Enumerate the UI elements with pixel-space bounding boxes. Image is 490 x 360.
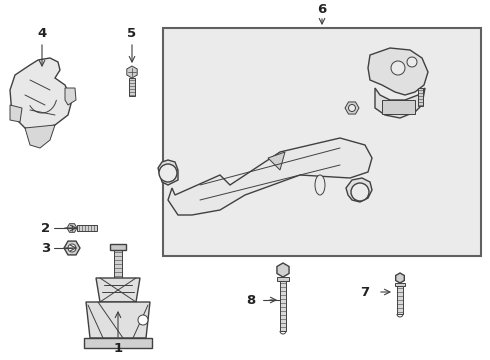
Polygon shape — [65, 88, 76, 105]
Text: 6: 6 — [318, 3, 327, 15]
Polygon shape — [268, 152, 285, 170]
Ellipse shape — [315, 175, 325, 195]
Circle shape — [68, 244, 76, 252]
Bar — [84, 338, 152, 348]
Bar — [280, 281, 286, 331]
Polygon shape — [64, 241, 80, 255]
Text: 5: 5 — [127, 27, 137, 40]
Polygon shape — [96, 278, 140, 302]
Circle shape — [391, 61, 405, 75]
Circle shape — [351, 183, 369, 201]
Circle shape — [159, 164, 177, 182]
Text: 1: 1 — [114, 342, 122, 355]
Text: 3: 3 — [41, 242, 50, 255]
Text: 8: 8 — [246, 293, 256, 306]
Bar — [129, 78, 135, 96]
Polygon shape — [158, 160, 178, 185]
Text: 2: 2 — [42, 221, 50, 234]
Text: 4: 4 — [37, 27, 47, 40]
Polygon shape — [345, 102, 359, 114]
Bar — [114, 250, 122, 278]
Polygon shape — [277, 263, 289, 277]
Polygon shape — [25, 125, 55, 148]
Bar — [163, 28, 481, 256]
Polygon shape — [368, 48, 428, 95]
Polygon shape — [10, 58, 72, 130]
Polygon shape — [382, 100, 415, 114]
Polygon shape — [375, 88, 425, 118]
Bar — [395, 283, 405, 286]
Polygon shape — [346, 178, 372, 202]
Circle shape — [138, 315, 148, 325]
Polygon shape — [395, 273, 404, 283]
Bar — [397, 286, 403, 314]
Bar — [418, 88, 423, 106]
Text: 7: 7 — [361, 285, 369, 298]
Polygon shape — [86, 302, 150, 338]
Bar — [277, 277, 289, 281]
Circle shape — [348, 104, 356, 112]
Polygon shape — [168, 138, 372, 215]
Circle shape — [407, 57, 417, 67]
Polygon shape — [10, 105, 22, 122]
Polygon shape — [127, 66, 137, 78]
Bar — [110, 244, 126, 250]
Bar — [77, 225, 97, 231]
Polygon shape — [67, 224, 77, 232]
